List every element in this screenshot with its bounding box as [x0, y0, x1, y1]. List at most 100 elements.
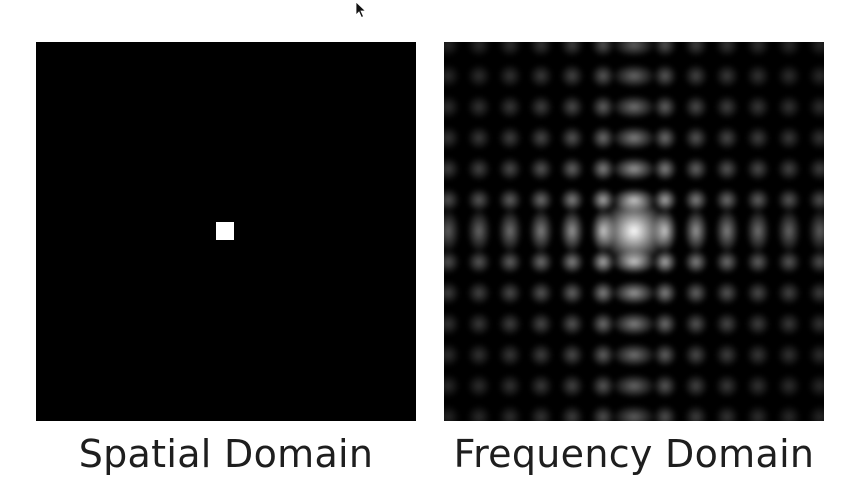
spectrum-side-lobe [444, 126, 460, 150]
spectrum-side-lobe [777, 405, 801, 421]
spectrum-side-lobe [467, 95, 491, 119]
spectrum-side-lobe [591, 126, 615, 150]
spectrum-side-lobe [653, 281, 677, 305]
spectrum-side-lobe [467, 343, 491, 367]
spectrum-side-lobe [444, 405, 460, 421]
spectrum-side-lobe [715, 281, 739, 305]
spectrum-side-lobe [746, 126, 770, 150]
spectrum-side-lobe [715, 42, 739, 57]
spectrum-side-lobe [529, 312, 553, 336]
spectrum-side-lobe [612, 157, 656, 181]
spectrum-side-lobe [715, 209, 739, 253]
spectrum-side-lobe [612, 312, 656, 336]
spectrum-side-lobe [529, 126, 553, 150]
frequency-domain-caption: Frequency Domain [453, 432, 815, 476]
spectrum-side-lobe [653, 374, 677, 398]
spatial-domain-image [36, 42, 416, 421]
spectrum-side-lobe [684, 95, 708, 119]
spectrum-side-lobe [746, 281, 770, 305]
spectrum-side-lobe [684, 312, 708, 336]
spectrum-side-lobe [653, 64, 677, 88]
frequency-domain-image [444, 42, 824, 421]
spectrum-side-lobe [591, 188, 615, 212]
spectrum-side-lobe [653, 95, 677, 119]
spectrum-side-lobe [591, 42, 615, 57]
spectrum-side-lobe [715, 64, 739, 88]
spectrum-side-lobe [653, 209, 677, 253]
spectrum-side-lobe [684, 157, 708, 181]
spectrum-side-lobe [715, 312, 739, 336]
spectrum-side-lobe [684, 64, 708, 88]
spectrum-side-lobe [746, 42, 770, 57]
spectrum-side-lobe [612, 64, 656, 88]
spectrum-side-lobe [653, 157, 677, 181]
spectrum-side-lobe [653, 343, 677, 367]
spectrum-side-lobe [467, 64, 491, 88]
spectrum-side-lobe [777, 281, 801, 305]
spectrum-side-lobe [746, 157, 770, 181]
spectrum-side-lobe [746, 250, 770, 274]
spectrum-side-lobe [529, 209, 553, 253]
spectrum-side-lobe [715, 405, 739, 421]
spectrum-side-lobe [591, 281, 615, 305]
spectrum-side-lobe [653, 126, 677, 150]
spectrum-side-lobe [498, 343, 522, 367]
spectrum-side-lobe [467, 42, 491, 57]
spectrum-side-lobe [777, 126, 801, 150]
spectrum-side-lobe [612, 126, 656, 150]
spectrum-side-lobe [746, 343, 770, 367]
spectrum-side-lobe [777, 42, 801, 57]
spectrum-side-lobe [560, 157, 584, 181]
spectrum-side-lobe [560, 95, 584, 119]
spectrum-side-lobe [746, 374, 770, 398]
spectrum-side-lobe [808, 281, 824, 305]
spectrum-side-lobe [498, 250, 522, 274]
spectrum-side-lobe [777, 343, 801, 367]
spectrum-side-lobe [808, 95, 824, 119]
spectrum-side-lobe [808, 126, 824, 150]
spectrum-side-lobe [808, 405, 824, 421]
spectrum-side-lobe [467, 374, 491, 398]
spectrum-side-lobe [444, 374, 460, 398]
spectrum-side-lobe [498, 374, 522, 398]
impulse-square [216, 222, 234, 240]
spectrum-side-lobe [529, 42, 553, 57]
spectrum-center-lobe [600, 197, 668, 265]
spectrum-side-lobe [808, 343, 824, 367]
spectrum-side-lobe [560, 42, 584, 57]
spectrum-side-lobe [715, 157, 739, 181]
spectrum-side-lobe [467, 126, 491, 150]
spectrum-side-lobe [444, 157, 460, 181]
spectrum-side-lobe [684, 281, 708, 305]
spectrum-side-lobe [746, 209, 770, 253]
spectrum-side-lobe [591, 250, 615, 274]
spectrum-side-lobe [653, 188, 677, 212]
spectrum-side-lobe [612, 250, 656, 274]
spectrum-side-lobe [808, 209, 824, 253]
spectrum-side-lobe [498, 126, 522, 150]
spectrum-side-lobe [560, 312, 584, 336]
spectrum-side-lobe [746, 188, 770, 212]
spectrum-side-lobe [498, 95, 522, 119]
spectrum-side-lobe [777, 188, 801, 212]
spectrum-side-lobe [444, 209, 460, 253]
spectrum-side-lobe [529, 281, 553, 305]
spectrum-side-lobe [444, 95, 460, 119]
spectrum-side-lobe [777, 209, 801, 253]
spectrum-side-lobe [612, 374, 656, 398]
spectrum-side-lobe [498, 312, 522, 336]
spectrum-side-lobe [498, 209, 522, 253]
spectrum-side-lobe [777, 95, 801, 119]
spectrum-side-lobe [777, 374, 801, 398]
spectrum-side-lobe [444, 281, 460, 305]
spectrum-side-lobe [560, 126, 584, 150]
spectrum-side-lobe [467, 312, 491, 336]
spectrum-side-lobe [715, 250, 739, 274]
spectrum-side-lobe [498, 42, 522, 57]
spectrum-side-lobe [467, 250, 491, 274]
spectrum-side-lobe [498, 157, 522, 181]
spectrum-side-lobe [808, 250, 824, 274]
spectrum-side-lobe [591, 64, 615, 88]
spectrum-side-lobe [777, 250, 801, 274]
spectrum-side-lobe [777, 312, 801, 336]
